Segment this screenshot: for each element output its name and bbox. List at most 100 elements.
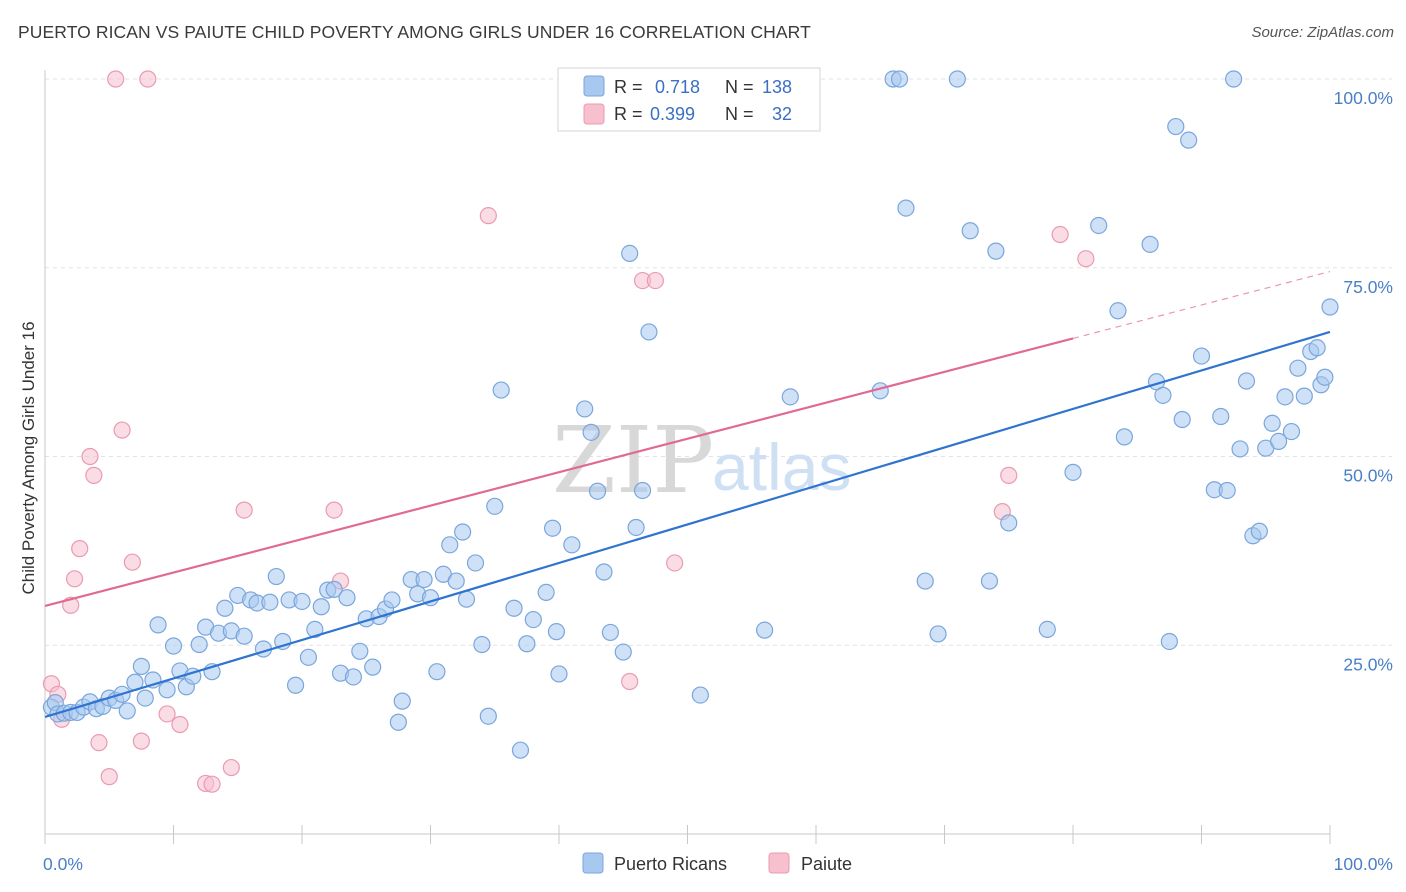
puerto-rican-point-16 [136,689,154,707]
puerto-rican-point-128 [1269,432,1288,450]
puerto-rican-point-55 [389,713,407,731]
puerto-rican-point-48 [344,668,362,686]
paiute-point-30 [1051,225,1069,244]
puerto-rican-point-104 [1000,514,1018,532]
puerto-rican-point-66 [457,590,476,608]
puerto-rican-point-117 [1192,347,1211,365]
puerto-rican-point-110 [1141,235,1159,253]
series-legend-swatch-blue [582,852,604,874]
series-legend: Puerto Ricans Paiute [582,852,852,874]
puerto-rican-point-121 [1225,70,1243,88]
puerto-rican-point-35 [261,593,279,611]
puerto-rican-point-91 [691,686,709,704]
paiute-point-20 [235,501,253,519]
puerto-ricans-points [42,70,1339,759]
puerto-rican-point-116 [1180,131,1198,149]
puerto-rican-point-86 [614,643,632,661]
puerto-rican-point-56 [393,692,411,710]
paiute-point-8 [90,734,108,752]
puerto-rican-point-105 [1038,620,1056,638]
paiute-points [42,70,1095,793]
puerto-rican-trend-line [44,330,1331,719]
paiute-point-15 [158,705,176,723]
puerto-rican-point-18 [149,616,167,634]
puerto-rican-point-54 [383,591,401,609]
y-tick-labels: 25.0% 50.0% 75.0% 100.0% [1334,88,1393,674]
puerto-rican-point-78 [547,623,566,641]
puerto-rican-point-24 [190,635,208,654]
puerto-rican-point-134 [1308,339,1326,357]
puerto-rican-point-119 [1212,407,1230,426]
puerto-rican-point-129 [1276,388,1294,406]
puerto-rican-point-31 [235,627,253,645]
puerto-rican-point-13 [118,702,136,720]
paiute-point-21 [325,501,343,519]
puerto-rican-point-63 [441,536,459,554]
paiute-point-31 [1077,250,1095,268]
y-tick-label-50: 50.0% [1343,466,1393,486]
puerto-rican-point-113 [1160,632,1178,651]
puerto-rican-point-130 [1282,422,1301,441]
puerto-rican-point-74 [518,635,536,653]
paiute-point-19 [222,758,240,777]
puerto-rican-point-47 [338,589,356,607]
puerto-rican-point-39 [286,676,305,694]
legend-swatch-blue [583,75,605,97]
puerto-rican-point-92 [755,621,774,639]
puerto-rican-point-45 [325,580,343,598]
puerto-rican-point-90 [640,323,658,341]
puerto-rican-point-98 [916,572,934,590]
series-legend-label-blue: Puerto Ricans [614,854,727,874]
legend-n-label-2: N = [725,104,754,124]
legend-r-value-1: 0.718 [655,77,700,97]
legend-n-value-1: 138 [762,77,792,97]
legend-n-label-1: N = [725,77,754,97]
puerto-rican-point-131 [1289,359,1307,377]
puerto-rican-point-75 [524,610,542,629]
puerto-rican-point-120 [1218,481,1236,500]
puerto-rican-point-132 [1295,387,1313,405]
y-axis-label: Child Poverty Among Girls Under 16 [19,321,38,594]
paiute-point-23 [479,207,497,225]
paiute-point-10 [107,70,125,88]
puerto-rican-point-77 [543,519,562,537]
puerto-rican-point-123 [1237,372,1256,390]
puerto-rican-point-83 [588,482,607,500]
chart-title: PUERTO RICAN VS PAIUTE CHILD POVERTY AMO… [18,22,811,42]
paiute-point-5 [71,540,89,558]
x-ticks: 0.0% 100.0% [43,825,1393,874]
puerto-rican-point-70 [486,497,504,515]
paiute-point-14 [139,70,157,88]
puerto-rican-point-49 [351,642,369,660]
puerto-rican-point-59 [415,570,433,589]
puerto-rican-point-106 [1064,463,1082,481]
legend-n-value-2: 32 [772,104,792,124]
puerto-rican-point-89 [633,481,652,500]
paiute-point-26 [646,271,664,290]
puerto-rican-point-82 [582,423,600,441]
paiute-point-13 [132,732,150,750]
puerto-rican-point-64 [447,572,465,590]
puerto-rican-point-97 [897,199,915,217]
puerto-rican-point-72 [505,599,523,617]
watermark-atlas: atlas [712,430,851,504]
watermark-zip: ZIP [552,407,714,514]
legend-swatch-pink [583,103,605,125]
paiute-trend-line [44,337,1074,608]
puerto-rican-point-19 [158,681,176,699]
puerto-rican-point-122 [1231,440,1249,458]
puerto-rican-point-65 [454,523,472,541]
puerto-rican-point-96 [890,70,909,88]
y-tick-label-100: 100.0% [1334,88,1393,108]
puerto-rican-point-108 [1109,302,1127,320]
x-tick-label-100: 100.0% [1334,854,1393,874]
puerto-rican-point-79 [550,665,568,683]
source-label: Source: ZipAtlas.com [1251,24,1394,41]
stats-legend: R = 0.718 N = 138 R = 0.399 N = 32 [557,67,821,132]
puerto-rican-point-99 [929,625,947,643]
puerto-rican-point-125 [1250,522,1268,540]
puerto-rican-point-84 [595,563,613,581]
paiute-point-24 [621,672,639,691]
puerto-rican-point-80 [563,536,581,554]
